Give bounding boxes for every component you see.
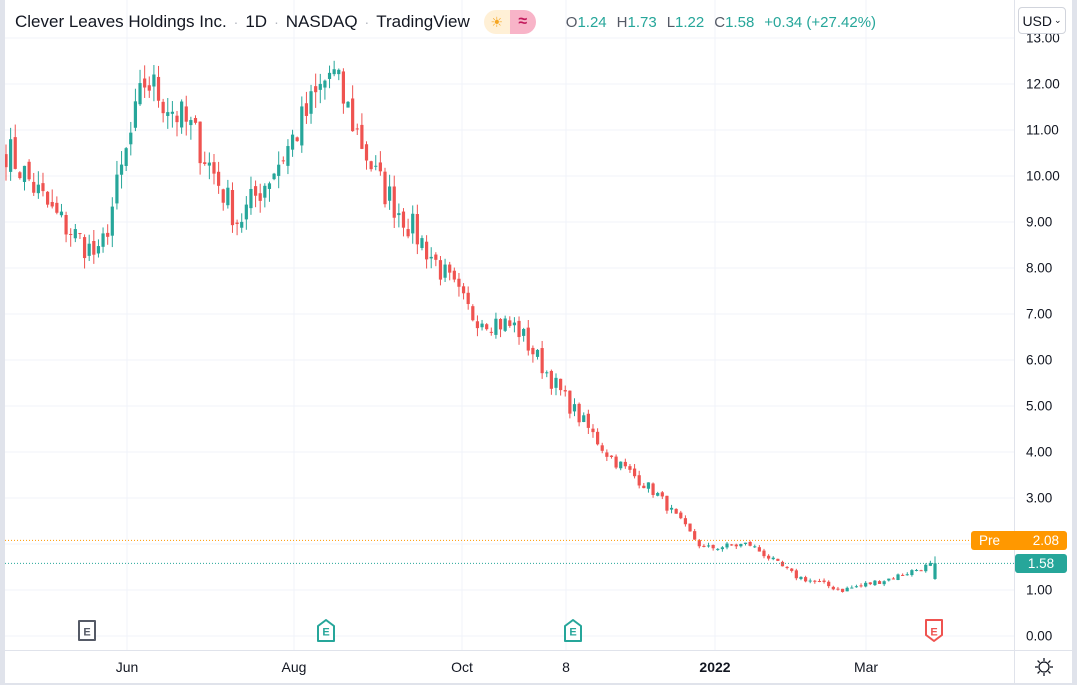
svg-text:E: E [930,627,937,639]
chevron-down-icon: ⌄ [1054,15,1062,25]
price-tick-label: 11.00 [1026,122,1059,138]
earnings-miss-marker[interactable]: E [923,618,945,644]
price-tick-label: 1.00 [1026,582,1053,598]
chart-plot-area[interactable] [5,0,1014,650]
wave-icon: ≈ [509,10,536,34]
time-tick-label: 8 [562,659,570,675]
premarket-price-badge: Pre 2.08 [971,531,1067,550]
low-label: L [666,13,676,31]
symbol-name[interactable]: Clever Leaves Holdings Inc. [15,12,227,31]
time-tick-label: Jun [115,659,139,675]
time-tick-label: Oct [451,659,473,675]
price-tick-label: 10.00 [1026,168,1060,184]
price-tick-label: 5.00 [1026,398,1053,414]
high-value: 1.73 [627,13,657,31]
close-value: 1.58 [725,13,755,31]
data-source: TradingView [376,12,470,31]
earnings-beat-marker[interactable]: E [562,618,584,644]
currency-selector[interactable]: USD ⌄ [1018,7,1066,34]
earnings-beat-marker[interactable]: E [315,618,337,644]
open-value: 1.24 [577,13,607,31]
price-tick-label: 13.00 [1026,30,1060,46]
session-status-pill[interactable]: ☀ ≈ [483,10,536,34]
price-tick-label: 12.00 [1026,76,1060,92]
price-tick-label: 4.00 [1026,444,1053,460]
close-label: C [714,13,726,31]
separator: · [364,14,370,30]
time-tick-label: Aug [281,659,307,675]
chart-settings-button[interactable] [1014,650,1072,683]
separator: · [233,14,239,30]
pre-value: 2.08 [1032,533,1059,548]
sun-icon: ☀ [483,10,510,34]
time-tick-label: Mar [853,659,879,675]
svg-text:E: E [322,627,329,639]
interval[interactable]: 1D [245,12,268,31]
price-tick-label: 3.00 [1026,490,1053,506]
pre-label: Pre [979,533,1001,548]
time-axis[interactable]: Jun Aug Oct 8 2022 Mar [5,650,1014,683]
change-value: +0.34 (+27.42%) [764,13,877,31]
ohlc-values: O1.24 H1.73 L1.22 C1.58 +0.34 (+27.42%) [566,14,876,31]
earnings-neutral-marker[interactable]: E [76,618,98,644]
last-price-value: 1.58 [1027,556,1055,571]
price-tick-label: 9.00 [1026,214,1053,230]
separator: · [274,14,279,30]
price-tick-label: 0.00 [1026,628,1053,644]
price-axis[interactable]: 13.00 12.00 11.00 10.00 9.00 8.00 7.00 6.00 5.00… [1014,0,1072,650]
time-tick-label: 2022 [699,659,731,675]
open-label: O [565,13,578,31]
price-tick-label: 8.00 [1026,260,1053,276]
price-tick-label: 7.00 [1026,306,1053,322]
svg-text:E: E [569,627,576,639]
svg-text:E: E [83,627,90,639]
high-label: H [616,13,628,31]
settings-sun-icon [1034,658,1053,676]
exchange: NASDAQ [285,12,358,31]
last-price-badge: 1.58 [1015,554,1067,573]
low-value: 1.22 [675,13,705,31]
candlestick-chart[interactable] [5,0,1014,650]
chart-frame: Clever Leaves Holdings Inc. · 1D · NASDA… [5,0,1072,683]
chart-legend: Clever Leaves Holdings Inc. · 1D · NASDA… [15,8,876,36]
currency-value: USD [1022,12,1052,29]
price-tick-label: 6.00 [1026,352,1053,368]
